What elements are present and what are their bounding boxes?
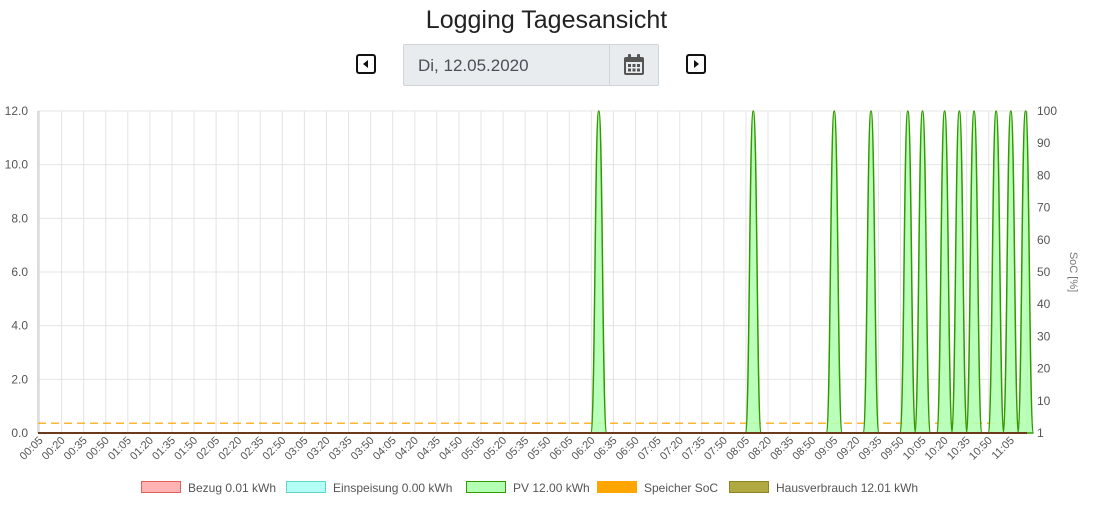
x-tick-label: 02:35 <box>238 435 266 463</box>
y-right-tick-label: 10 <box>1037 394 1051 408</box>
pv-peak-area <box>1016 110 1035 434</box>
x-tick-label: 07:05 <box>636 435 664 463</box>
pv-peak-area <box>899 110 917 434</box>
pv-peak-area <box>590 110 608 434</box>
x-tick-label: 10:05 <box>901 435 929 463</box>
date-field[interactable]: Di, 12.05.2020 <box>403 44 659 86</box>
x-tick-label: 03:50 <box>349 435 377 463</box>
y-left-tick-label: 8.0 <box>11 211 28 225</box>
y-right-tick-label: 100 <box>1037 104 1057 118</box>
x-tick-label: 02:20 <box>216 435 244 463</box>
y-right-tick-label: 90 <box>1037 136 1051 150</box>
x-tick-label: 07:50 <box>702 435 730 463</box>
x-tick-label: 04:50 <box>437 435 465 463</box>
x-tick-label: 11:05 <box>990 435 1017 462</box>
x-tick-label: 00:35 <box>62 435 90 463</box>
x-tick-label: 05:20 <box>481 435 509 463</box>
y-right-tick-label: 50 <box>1037 265 1051 279</box>
x-tick-label: 04:05 <box>371 435 399 463</box>
prev-day-button[interactable] <box>356 54 376 74</box>
x-tick-label: 08:50 <box>790 435 818 463</box>
legend-swatch[interactable] <box>597 481 637 493</box>
x-tick-label: 09:50 <box>879 435 907 463</box>
x-tick-label: 03:20 <box>305 435 333 463</box>
x-tick-label: 05:35 <box>503 435 531 463</box>
x-tick-label: 06:05 <box>547 435 575 463</box>
x-tick-label: 06:50 <box>614 435 642 463</box>
y-right-tick-label: 1 <box>1037 426 1044 440</box>
legend-swatch[interactable] <box>286 481 326 493</box>
legend-label[interactable]: PV 12.00 kWh <box>513 481 590 495</box>
calendar-icon <box>624 54 644 75</box>
pv-peak-area <box>862 110 880 434</box>
y-left-tick-label: 4.0 <box>11 319 28 333</box>
x-tick-label: 01:05 <box>106 435 134 463</box>
next-day-button[interactable] <box>686 54 706 74</box>
x-tick-label: 05:50 <box>525 435 553 463</box>
x-tick-label: 08:35 <box>768 435 796 463</box>
legend-swatch[interactable] <box>141 481 181 493</box>
pv-peak-area <box>744 110 763 434</box>
x-tick-label: 07:35 <box>680 435 708 463</box>
x-tick-label: 09:05 <box>812 435 840 463</box>
legend-label[interactable]: Bezug 0.01 kWh <box>188 481 277 495</box>
x-tick-label: 04:20 <box>393 435 421 463</box>
pv-peak-area <box>913 110 932 434</box>
x-tick-label: 09:20 <box>834 435 862 463</box>
x-tick-label: 02:05 <box>194 435 222 463</box>
y-left-tick-label: 12.0 <box>5 104 29 118</box>
page-title: Logging Tagesansicht <box>425 6 668 34</box>
x-tick-label: 00:50 <box>84 435 112 463</box>
y-right-tick-label: 40 <box>1037 297 1051 311</box>
pv-peak-area <box>950 110 969 434</box>
y-right-tick-label: 80 <box>1037 168 1051 182</box>
pv-peak-area <box>935 110 954 434</box>
y-left-tick-label: 6.0 <box>11 265 28 279</box>
legend-label[interactable]: Einspeisung 0.00 kWh <box>333 481 453 495</box>
pv-peak-area <box>987 110 1005 434</box>
x-tick-label: 10:20 <box>923 435 951 463</box>
x-tick-label: 01:20 <box>128 435 156 463</box>
x-tick-label: 08:20 <box>746 435 774 463</box>
legend-swatch[interactable] <box>729 481 769 493</box>
caret-right-icon <box>694 60 699 68</box>
y-right-tick-label: 70 <box>1037 201 1051 215</box>
x-tick-label: 01:50 <box>172 435 200 463</box>
x-tick-label: 10:35 <box>945 435 973 463</box>
caret-left-icon <box>363 60 368 68</box>
y-left-tick-label: 2.0 <box>11 372 28 386</box>
x-tick-label: 06:35 <box>592 435 620 463</box>
x-tick-label: 09:35 <box>857 435 885 463</box>
pv-peak-area <box>1002 110 1020 434</box>
x-tick-label: 03:35 <box>327 435 355 463</box>
legend-label[interactable]: Hausverbrauch 12.01 kWh <box>776 481 919 495</box>
x-tick-label: 08:05 <box>724 435 752 463</box>
y-right-axis-label: SoC [%] <box>1067 252 1079 292</box>
legend-swatch[interactable] <box>466 481 506 493</box>
pv-peak-area <box>825 110 843 434</box>
x-tick-label: 05:05 <box>459 435 487 463</box>
calendar-button[interactable] <box>609 45 658 85</box>
pv-peak-area <box>965 110 983 434</box>
date-value[interactable]: Di, 12.05.2020 <box>418 56 529 75</box>
y-left-tick-label: 0.0 <box>11 426 28 440</box>
x-tick-label: 02:50 <box>261 435 289 463</box>
y-right-tick-label: 60 <box>1037 233 1051 247</box>
y-right-tick-label: 20 <box>1037 362 1051 376</box>
x-tick-label: 04:35 <box>415 435 443 463</box>
y-right-tick-label: 30 <box>1037 329 1051 343</box>
x-tick-label: 00:20 <box>40 435 68 463</box>
x-tick-label: 01:35 <box>150 435 178 463</box>
x-tick-label: 03:05 <box>283 435 311 463</box>
legend-label[interactable]: Speicher SoC <box>644 481 719 495</box>
y-left-tick-label: 10.0 <box>5 158 29 172</box>
x-tick-label: 07:20 <box>658 435 686 463</box>
x-tick-label: 06:20 <box>570 435 598 463</box>
x-tick-label: 10:50 <box>967 435 995 463</box>
